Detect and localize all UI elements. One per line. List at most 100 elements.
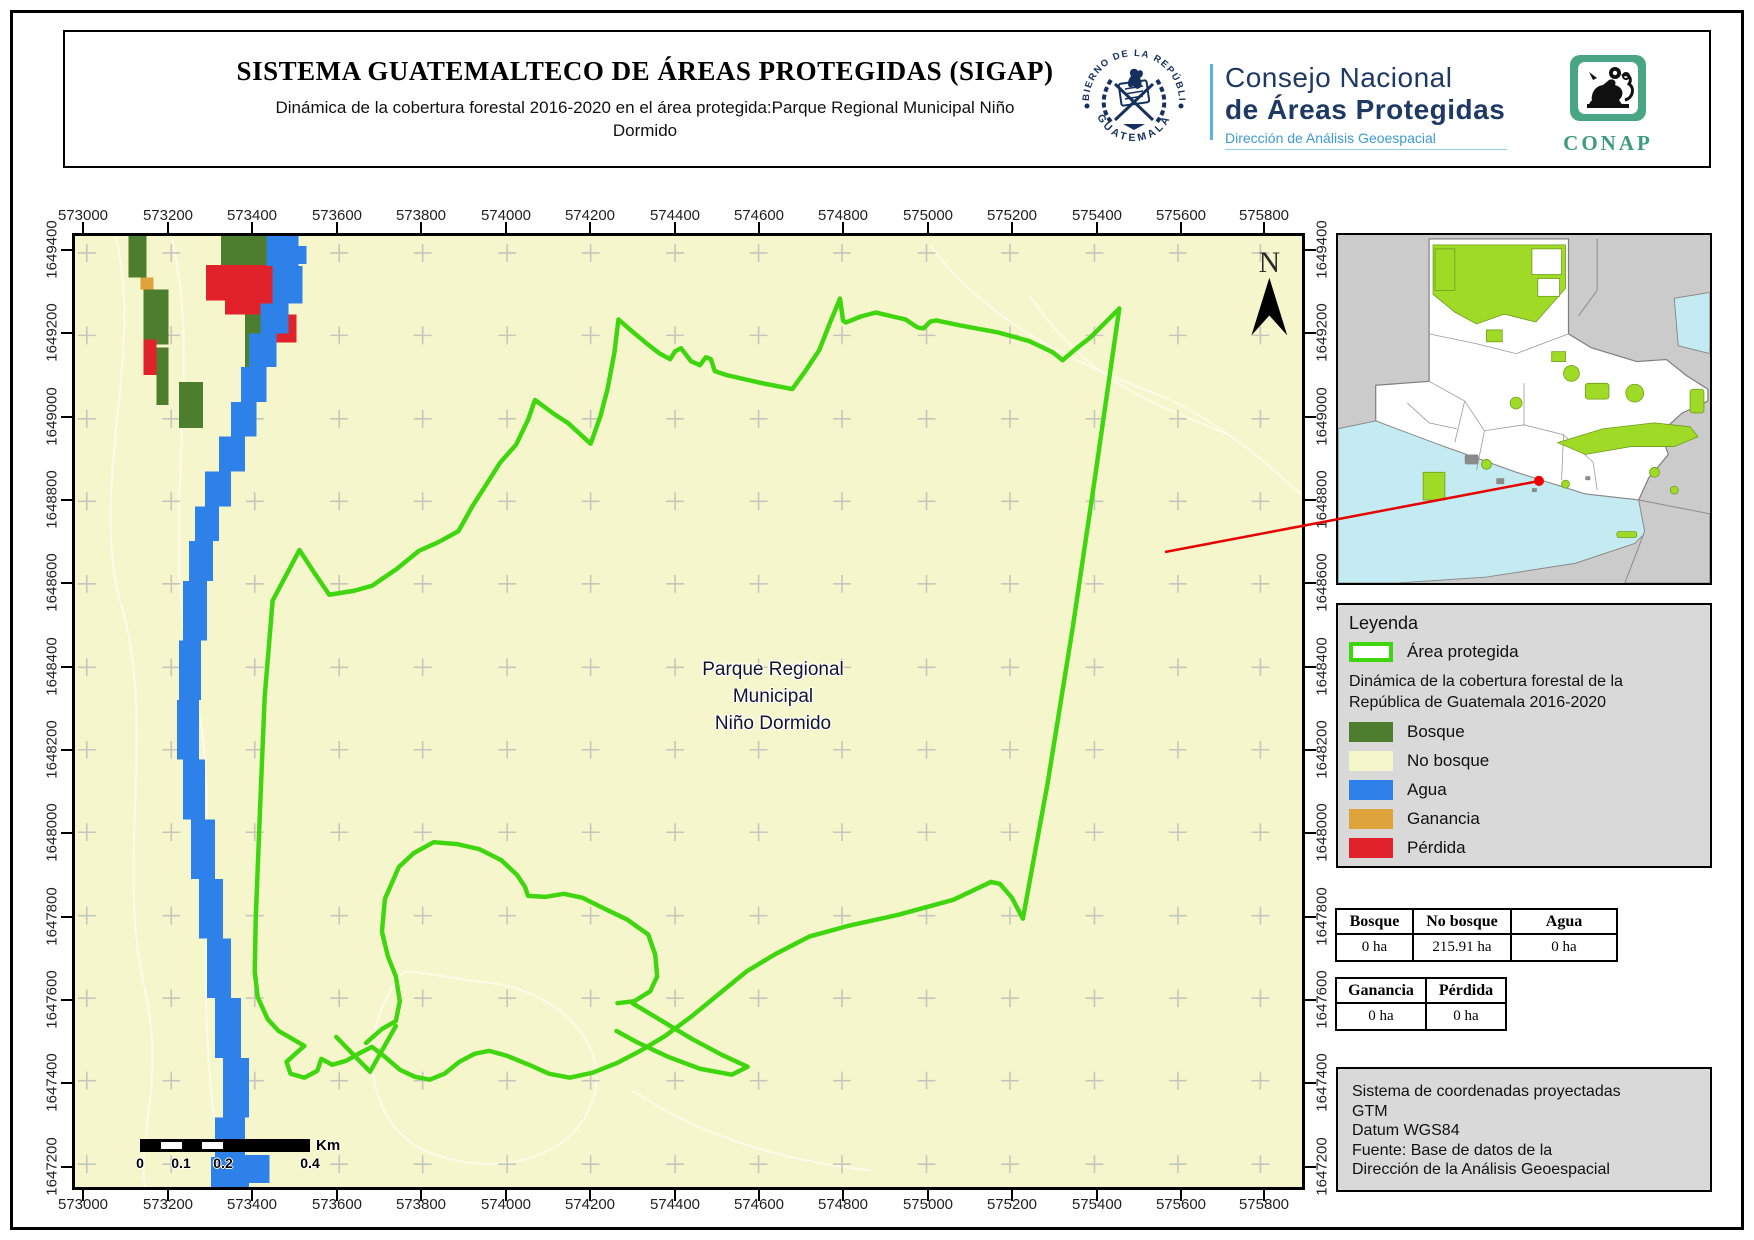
legend-item-label: No bosque [1407, 751, 1490, 770]
legend-swatch [1349, 751, 1393, 771]
conap-logo: CONAP [1553, 54, 1663, 156]
scale-bar-segment [202, 1142, 223, 1149]
change-table: Ganancia Pérdida 0 ha 0 ha [1335, 977, 1507, 1031]
y-tick-left [61, 416, 72, 418]
y-axis-label-left: 1649000 [43, 387, 61, 446]
location-dot [1534, 475, 1544, 485]
table-value-cell: 0 ha [1453, 1008, 1479, 1024]
y-tick-left [61, 832, 72, 834]
boundary-detail-south [614, 1000, 750, 1077]
info-line: Dirección de la Análisis Geoespacial [1352, 1161, 1610, 1178]
y-tick-right [1305, 1166, 1316, 1168]
y-tick-left [61, 749, 72, 751]
y-tick-left [61, 916, 72, 918]
protected-area-name-label: Parque Regional Municipal Niño Dormido [623, 656, 923, 737]
x-tick-top [1180, 222, 1182, 233]
north-arrow-icon: N [1251, 246, 1288, 336]
x-axis-label-bottom: 574400 [649, 1196, 701, 1213]
org-name-line1: Consejo Nacional [1225, 62, 1453, 93]
x-axis-label-bottom: 573000 [57, 1196, 109, 1213]
x-tick-bottom [251, 1190, 253, 1201]
x-axis-label-bottom: 573800 [395, 1196, 447, 1213]
x-axis-label-top: 573800 [395, 207, 447, 224]
y-tick-right [1305, 666, 1316, 668]
x-axis-label-top: 574200 [564, 207, 616, 224]
caribbean-sea [1673, 291, 1710, 355]
legend-item-label: Bosque [1407, 722, 1465, 741]
scale-bar-bar [140, 1139, 310, 1152]
table-header-cell: Pérdida [1427, 979, 1505, 1004]
table-value-cell: 0 ha [1337, 935, 1414, 960]
x-tick-top [674, 222, 676, 233]
x-tick-bottom [1096, 1190, 1098, 1201]
y-tick-right [1305, 1082, 1316, 1084]
x-axis-label-top: 573400 [226, 207, 278, 224]
area-protegida-swatch [1349, 642, 1393, 662]
subtitle-line-1: Dinámica de la cobertura forestal 2016-2… [275, 98, 1015, 117]
table-row: Ganancia Pérdida [1337, 979, 1505, 1004]
main-map: N Parque Regional Municipal Niño Dormido 0… [72, 233, 1305, 1190]
legend-swatch [1349, 838, 1393, 858]
scale-bar-label: 0.1 [171, 1155, 191, 1171]
legend-item: Pérdida [1349, 838, 1699, 858]
x-axis-label-bottom: 575800 [1238, 1196, 1290, 1213]
y-axis-label-left: 1648200 [43, 720, 61, 779]
area-protegida-label: Área protegida [1407, 642, 1519, 661]
x-tick-top [82, 222, 84, 233]
legend-item-label: Agua [1407, 780, 1447, 799]
legend-swatch [1349, 722, 1393, 742]
y-axis-label-left: 1649200 [43, 303, 61, 362]
boundary-inner-lobe [363, 839, 660, 1046]
y-tick-left [61, 999, 72, 1001]
x-tick-bottom [1263, 1190, 1265, 1201]
y-tick-left [61, 249, 72, 251]
contour-lines [109, 236, 1302, 1187]
y-tick-left [61, 582, 72, 584]
x-axis-label-bottom: 573400 [226, 1196, 278, 1213]
x-tick-bottom [82, 1190, 84, 1201]
protected-area-boundary [252, 296, 1122, 1082]
x-axis-label-top: 573600 [311, 207, 363, 224]
x-axis-label-bottom: 574800 [817, 1196, 869, 1213]
legend-swatch [1349, 809, 1393, 829]
x-tick-top [1096, 222, 1098, 233]
y-tick-left [61, 499, 72, 501]
x-axis-label-top: 573200 [142, 207, 194, 224]
government-seal-logo: GOBIERNO DE LA REPÚBLICA GUATEMALA [1069, 32, 1195, 167]
x-axis-label-bottom: 574000 [480, 1196, 532, 1213]
scale-bar-label: 0.4 [300, 1155, 320, 1171]
conap-monkey-icon [1570, 55, 1646, 121]
y-tick-right [1305, 832, 1316, 834]
y-axis-label-right: 1648400 [1313, 637, 1331, 696]
x-tick-bottom [674, 1190, 676, 1201]
legend-item: Bosque [1349, 722, 1699, 742]
table-row: 0 ha 215.91 ha 0 ha [1337, 935, 1616, 960]
y-tick-left [61, 332, 72, 334]
y-axis-label-right: 1649200 [1313, 303, 1331, 362]
y-tick-right [1305, 749, 1316, 751]
x-axis-label-top: 575000 [902, 207, 954, 224]
y-tick-right [1305, 582, 1316, 584]
scale-bar-segment [161, 1142, 182, 1149]
page-title: SISTEMA GUATEMALTECO DE ÁREAS PROTEGIDAS… [236, 56, 1054, 86]
x-tick-bottom [336, 1190, 338, 1201]
y-axis-label-right: 1648600 [1313, 553, 1331, 612]
x-axis-label-top: 574800 [817, 207, 869, 224]
forest-cover-patches [128, 236, 307, 1187]
conap-label: CONAP [1563, 131, 1653, 155]
area-label-line: Municipal [732, 686, 814, 707]
boundary-detail-zigzag [333, 1023, 399, 1074]
y-axis-label-right: 1649000 [1313, 387, 1331, 446]
x-tick-bottom [927, 1190, 929, 1201]
y-axis-label-left: 1649400 [43, 220, 61, 279]
legend-swatch [1349, 780, 1393, 800]
x-tick-bottom [420, 1190, 422, 1201]
y-axis-label-right: 1647400 [1313, 1053, 1331, 1112]
y-tick-left [61, 1166, 72, 1168]
page-subtitle: Dinámica de la cobertura forestal 2016-2… [145, 96, 1145, 142]
y-axis-label-right: 1647600 [1313, 970, 1331, 1029]
y-axis-label-right: 1647200 [1313, 1137, 1331, 1196]
x-tick-bottom [589, 1190, 591, 1201]
svg-text:N: N [1259, 246, 1281, 279]
legend-subtitle-line2: República de Guatemala 2016-2020 [1349, 694, 1607, 711]
